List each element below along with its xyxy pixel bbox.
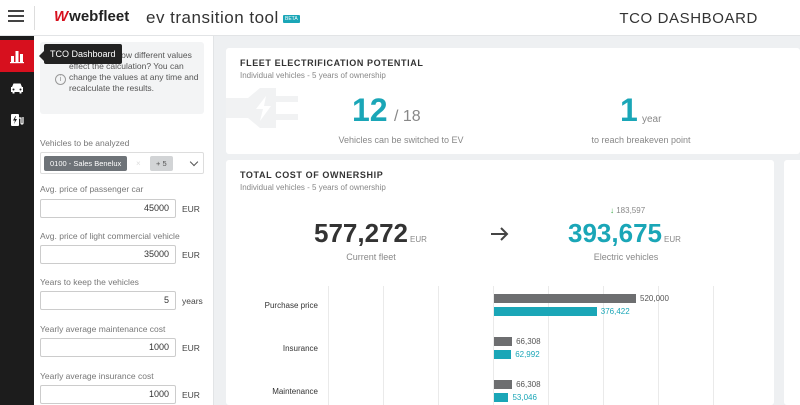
more-vehicles-chip[interactable]: + 5 — [150, 156, 173, 171]
arrow-right-icon — [491, 227, 509, 241]
grid-line — [713, 286, 714, 405]
divider — [34, 6, 35, 30]
ev-caption: Electric vehicles — [593, 252, 659, 262]
nav-tco-dashboard[interactable] — [0, 40, 34, 72]
bar-chart-icon — [10, 51, 24, 64]
car-icon — [11, 83, 23, 94]
savings-value: ↓ 183,597 — [610, 206, 645, 215]
grid-line — [493, 286, 494, 405]
label-current-insurance: 66,308 — [516, 337, 541, 346]
side-card — [784, 160, 800, 405]
switchable-count: 12 — [352, 92, 388, 128]
insurance-cost-label: Yearly average insurance cost — [40, 371, 154, 381]
menu-icon[interactable] — [8, 10, 24, 24]
lcv-price-unit: EUR — [182, 250, 200, 260]
bar-current-maintenance — [494, 380, 513, 389]
tco-title: TOTAL COST OF OWNERSHIP — [240, 170, 384, 180]
passenger-car-price-label: Avg. price of passenger car — [40, 184, 144, 194]
breakeven-unit: year — [642, 114, 662, 125]
bar-ev-purchase — [494, 307, 597, 316]
grid-line — [548, 286, 549, 405]
tco-subtitle: Individual vehicles - 5 years of ownersh… — [240, 183, 386, 192]
lcv-price-label: Avg. price of light commercial vehicle — [40, 231, 180, 241]
nav-vehicles[interactable] — [0, 72, 34, 104]
years-label: Years to keep the vehicles — [40, 277, 139, 287]
vehicle-chip: 0100 - Sales Benelux — [44, 156, 128, 171]
row-label-maintenance: Maintenance — [272, 387, 318, 396]
electrification-potential-card: FLEET ELECTRIFICATION POTENTIAL Individu… — [226, 48, 800, 154]
bar-ev-maintenance — [494, 393, 509, 402]
potential-title: FLEET ELECTRIFICATION POTENTIAL — [240, 58, 424, 68]
label-ev-insurance: 62,992 — [515, 350, 540, 359]
current-fleet-unit: EUR — [410, 235, 427, 244]
vehicles-select[interactable]: 0100 - Sales Benelux × + 5 — [40, 152, 204, 174]
years-input[interactable]: 5 — [40, 291, 176, 310]
label-ev-purchase: 376,422 — [600, 307, 630, 316]
bar-current-purchase — [494, 294, 636, 303]
label-ev-maintenance: 53,046 — [512, 393, 537, 402]
bar-ev-insurance — [494, 350, 512, 359]
maintenance-cost-input[interactable]: 1000 — [40, 338, 176, 357]
nav-charging[interactable] — [0, 104, 34, 136]
info-text: Want to see how different values effect … — [69, 50, 199, 93]
insurance-cost-unit: EUR — [182, 390, 200, 400]
vehicles-label: Vehicles to be analyzed — [40, 138, 130, 148]
total-vehicles: / 18 — [394, 108, 421, 125]
chip-remove-icon[interactable]: × — [136, 159, 141, 168]
grid-line — [658, 286, 659, 405]
page-title: TCO DASHBOARD — [619, 10, 758, 27]
ev-unit: EUR — [664, 235, 681, 244]
chevron-down-icon[interactable] — [189, 157, 199, 167]
beta-badge: BETA — [283, 15, 300, 23]
years-unit: years — [182, 296, 203, 306]
settings-panel: i Want to see how different values effec… — [34, 36, 214, 405]
passenger-car-price-input[interactable]: 45000 — [40, 199, 176, 218]
row-label-purchase: Purchase price — [264, 301, 318, 310]
current-fleet-value: 577,272 — [314, 218, 408, 248]
app-title: ev transition tool — [146, 8, 279, 27]
potential-subtitle: Individual vehicles - 5 years of ownersh… — [240, 71, 386, 80]
ev-charger-icon — [11, 114, 24, 126]
current-fleet-caption: Current fleet — [346, 252, 396, 262]
grid-line — [383, 286, 384, 405]
maintenance-cost-label: Yearly average maintenance cost — [40, 324, 166, 334]
info-icon: i — [55, 74, 66, 85]
arrow-down-icon: ↓ — [610, 206, 614, 215]
passenger-car-price-unit: EUR — [182, 204, 200, 214]
switchable-caption: Vehicles can be switched to EV — [338, 135, 464, 145]
plug-icon — [226, 88, 298, 128]
webfleet-logo: Wwebfleet — [54, 8, 130, 25]
label-current-purchase: 520,000 — [640, 294, 669, 303]
grid-line — [328, 286, 329, 405]
nav-tooltip: TCO Dashboard — [39, 44, 122, 64]
ev-value: 393,675 — [568, 218, 662, 248]
left-nav — [0, 36, 34, 405]
webfleet-logo-mark: W — [54, 8, 69, 25]
insurance-cost-input[interactable]: 1000 — [40, 385, 176, 404]
lcv-price-input[interactable]: 35000 — [40, 245, 176, 264]
breakeven-years: 1 — [620, 92, 638, 128]
label-current-maintenance: 66,308 — [516, 380, 541, 389]
breakeven-caption: to reach breakeven point — [591, 135, 691, 145]
grid-line — [603, 286, 604, 405]
maintenance-cost-unit: EUR — [182, 343, 200, 353]
savings-value-text: 183,597 — [616, 206, 646, 215]
row-label-insurance: Insurance — [282, 344, 318, 353]
tco-card: TOTAL COST OF OWNERSHIP Individual vehic… — [226, 160, 774, 405]
grid-line — [438, 286, 439, 405]
bar-current-insurance — [494, 337, 513, 346]
top-bar: Wwebfleet ev transition tool BETA TCO DA… — [0, 0, 800, 36]
